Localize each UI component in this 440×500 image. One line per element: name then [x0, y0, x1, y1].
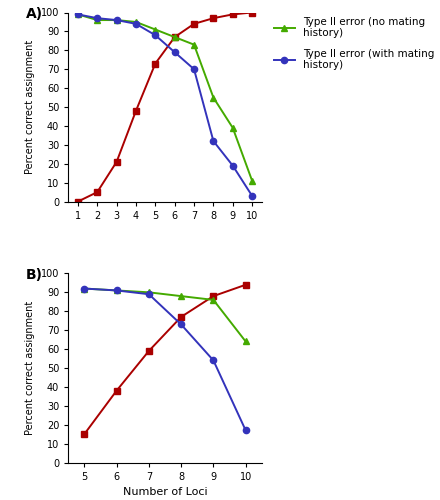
- Text: A): A): [26, 7, 43, 21]
- Y-axis label: Percent correct assignment: Percent correct assignment: [25, 301, 35, 435]
- Legend: Type II error (no mating
history), Type II error (with mating
history): Type II error (no mating history), Type …: [270, 12, 438, 74]
- Y-axis label: Percent correct assignment: Percent correct assignment: [25, 40, 35, 174]
- Text: B): B): [26, 268, 43, 282]
- X-axis label: Number of Loci: Number of Loci: [123, 487, 207, 497]
